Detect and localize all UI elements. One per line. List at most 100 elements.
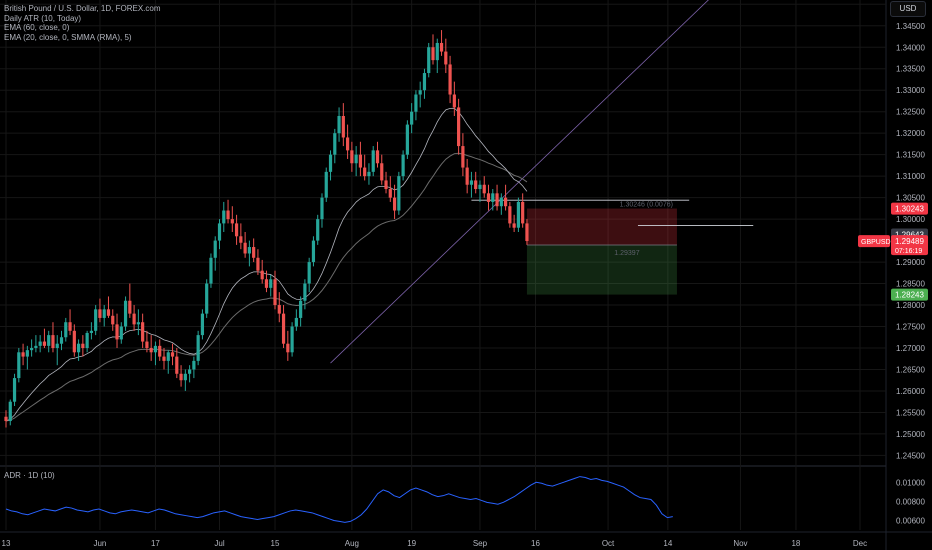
candle-body[interactable] <box>106 309 111 316</box>
candle-body[interactable] <box>328 154 333 172</box>
candle-body[interactable] <box>25 350 29 357</box>
candle-body[interactable] <box>234 223 239 237</box>
candle-body[interactable] <box>384 180 388 190</box>
candle-body[interactable] <box>482 184 486 194</box>
candle-body[interactable] <box>166 352 170 361</box>
candle-body[interactable] <box>34 345 38 348</box>
candle-body[interactable] <box>452 94 456 108</box>
candle-body[interactable] <box>98 309 102 318</box>
candle-body[interactable] <box>141 322 145 342</box>
candle-body[interactable] <box>145 341 149 348</box>
ema60-legend[interactable]: EMA (60, close, 0) <box>4 23 70 32</box>
candle-body[interactable] <box>183 373 187 381</box>
candle-body[interactable] <box>286 343 290 353</box>
candle-body[interactable] <box>427 47 431 74</box>
candle-body[interactable] <box>188 369 192 374</box>
candle-body[interactable] <box>51 335 55 348</box>
candle-body[interactable] <box>196 335 200 361</box>
candle-body[interactable] <box>439 42 444 52</box>
candle-body[interactable] <box>136 322 140 325</box>
candle-body[interactable] <box>320 197 324 220</box>
candle-body[interactable] <box>281 313 286 344</box>
candle-body[interactable] <box>401 154 405 177</box>
candle-body[interactable] <box>192 360 196 370</box>
candle-body[interactable] <box>115 324 119 340</box>
stop-zone[interactable] <box>526 208 677 246</box>
candle-body[interactable] <box>38 341 42 346</box>
candle-body[interactable] <box>273 279 277 306</box>
candle-body[interactable] <box>252 247 256 258</box>
candle-body[interactable] <box>341 116 345 138</box>
candle-body[interactable] <box>486 193 491 202</box>
candle-body[interactable] <box>474 180 478 190</box>
candle-body[interactable] <box>81 343 85 348</box>
candle-body[interactable] <box>222 210 226 224</box>
candle-body[interactable] <box>102 309 106 318</box>
candle-body[interactable] <box>525 223 529 242</box>
candle-body[interactable] <box>290 326 294 353</box>
candle-body[interactable] <box>371 150 375 172</box>
candle-body[interactable] <box>299 300 303 318</box>
trend-line[interactable] <box>330 0 711 364</box>
candle-body[interactable] <box>397 176 401 211</box>
candle-body[interactable] <box>42 341 47 346</box>
candle-body[interactable] <box>217 223 222 241</box>
candle-body[interactable] <box>448 64 452 95</box>
candle-body[interactable] <box>491 193 495 202</box>
candle-body[interactable] <box>149 348 153 353</box>
candle-body[interactable] <box>47 335 51 346</box>
target-zone[interactable] <box>526 245 677 295</box>
candle-body[interactable] <box>431 47 435 61</box>
time-axis[interactable]: 13 Jun 17 Jul 15 Aug 19 Sep 16 Oct 14 Nov 18 Dec <box>2 539 868 548</box>
ema20-legend[interactable]: EMA (20, close, 0, SMMA (RMA), 5) <box>4 32 132 42</box>
candle-body[interactable] <box>418 90 422 95</box>
candle-body[interactable] <box>469 180 474 185</box>
candle-body[interactable] <box>435 42 439 61</box>
candle-body[interactable] <box>89 330 93 333</box>
candle-body[interactable] <box>76 343 81 353</box>
candle-body[interactable] <box>119 326 123 340</box>
candle-body[interactable] <box>337 116 341 134</box>
candle-body[interactable] <box>478 184 482 190</box>
candle-body[interactable] <box>316 219 320 241</box>
candle-body[interactable] <box>495 193 499 207</box>
candles[interactable] <box>4 30 529 428</box>
candle-body[interactable] <box>333 133 337 155</box>
drawings[interactable] <box>330 0 754 364</box>
candle-body[interactable] <box>64 322 68 338</box>
candle-body[interactable] <box>346 137 350 151</box>
candle-body[interactable] <box>59 337 64 344</box>
candle-body[interactable] <box>444 51 448 65</box>
candle-body[interactable] <box>205 283 209 314</box>
candle-body[interactable] <box>123 300 128 327</box>
candle-body[interactable] <box>457 107 461 147</box>
currency-button[interactable]: USD <box>890 1 926 17</box>
candle-body[interactable] <box>512 223 516 228</box>
candle-body[interactable] <box>230 219 234 224</box>
symbol-title[interactable]: British Pound / U.S. Dollar, 1D, FOREX.c… <box>4 4 161 13</box>
atr-legend[interactable]: Daily ATR (10, Today) <box>4 13 82 23</box>
candle-body[interactable] <box>363 167 367 177</box>
candle-body[interactable] <box>264 279 269 288</box>
candle-body[interactable] <box>414 94 418 112</box>
candle-body[interactable] <box>388 189 392 198</box>
candle-body[interactable] <box>256 257 260 271</box>
candle-body[interactable] <box>269 279 273 288</box>
candle-body[interactable] <box>179 373 183 381</box>
candle-body[interactable] <box>508 206 512 224</box>
candle-body[interactable] <box>209 257 213 284</box>
candle-body[interactable] <box>358 154 363 168</box>
candle-body[interactable] <box>260 270 264 280</box>
candle-body[interactable] <box>243 242 247 254</box>
candle-body[interactable] <box>226 210 230 220</box>
candle-body[interactable] <box>55 343 59 348</box>
candle-body[interactable] <box>4 416 8 422</box>
candle-body[interactable] <box>17 352 21 379</box>
candle-body[interactable] <box>72 330 76 353</box>
candle-body[interactable] <box>213 240 217 258</box>
candle-body[interactable] <box>499 197 503 207</box>
candle-body[interactable] <box>503 197 508 207</box>
candle-body[interactable] <box>350 150 354 164</box>
candle-body[interactable] <box>175 356 179 374</box>
candle-body[interactable] <box>392 197 397 211</box>
